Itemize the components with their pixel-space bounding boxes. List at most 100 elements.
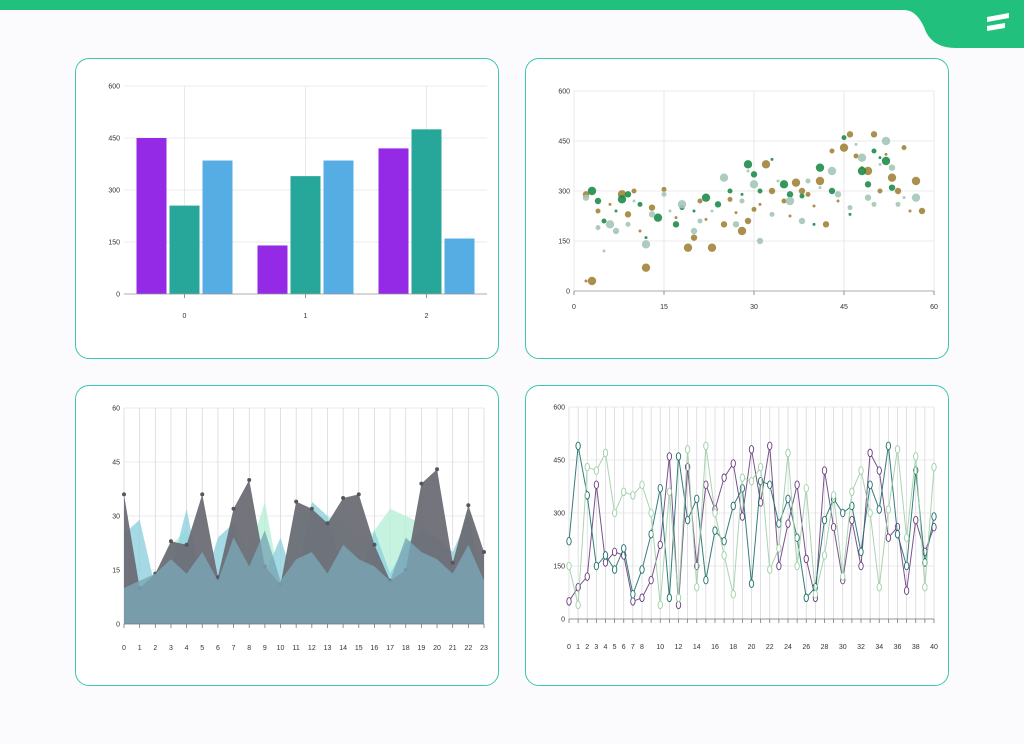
bar	[202, 160, 233, 294]
x-tick-label: 10	[277, 645, 285, 652]
x-tick-label: 23	[480, 645, 488, 652]
bar	[257, 245, 288, 294]
x-tick-label: 2	[425, 313, 429, 320]
x-tick-label: 8	[640, 644, 644, 651]
scatter-point	[847, 205, 853, 211]
line-marker	[849, 487, 855, 497]
line-marker	[894, 529, 901, 539]
x-tick-label: 20	[748, 644, 756, 651]
x-tick-label: 3	[594, 644, 598, 651]
scatter-point	[746, 169, 750, 173]
x-tick-label: 28	[821, 644, 829, 651]
x-tick-label: 36	[894, 644, 902, 651]
x-tick-label: 4	[185, 645, 189, 652]
line-marker	[885, 505, 892, 514]
line-marker	[694, 582, 700, 592]
x-tick-label: 0	[572, 304, 576, 311]
line-marker	[767, 565, 773, 574]
line-marker	[785, 494, 791, 504]
area-point	[356, 492, 361, 497]
y-tick-label: 0	[566, 289, 570, 296]
scatter-point	[727, 196, 733, 202]
scatter-point	[785, 196, 795, 206]
scatter-point	[710, 209, 714, 213]
scatter-point	[836, 199, 840, 203]
scatter-point	[798, 217, 806, 225]
y-tick-label: 450	[558, 139, 570, 146]
line-marker	[922, 582, 928, 592]
y-tick-label: 150	[108, 240, 120, 247]
x-tick-label: 40	[930, 644, 938, 651]
bar	[378, 148, 409, 294]
scatter-point	[878, 162, 882, 166]
scatter-point	[739, 198, 745, 204]
x-tick-label: 60	[930, 304, 938, 311]
x-tick-label: 15	[660, 304, 668, 311]
line-marker	[712, 508, 718, 518]
line-marker	[611, 547, 618, 557]
line-marker	[794, 561, 800, 571]
scatter-point	[888, 164, 896, 171]
line-marker	[858, 466, 864, 475]
scatter-point	[799, 193, 805, 199]
line-marker	[876, 466, 882, 475]
line-marker	[867, 508, 873, 518]
x-tick-label: 20	[433, 645, 441, 652]
scatter-point	[690, 227, 698, 235]
brand-stripes-icon[interactable]	[984, 12, 1012, 34]
scatter-point	[786, 191, 794, 198]
scatter-point	[841, 135, 847, 141]
x-tick-label: 18	[402, 645, 410, 652]
line-marker	[858, 547, 864, 557]
line-marker	[767, 441, 773, 451]
line-marker	[566, 537, 572, 546]
line-marker	[931, 512, 937, 521]
scatter-point	[608, 202, 612, 206]
y-tick-label: 150	[558, 239, 570, 246]
scatter-point	[878, 156, 882, 160]
scatter-point	[854, 142, 858, 146]
y-tick-label: 0	[561, 617, 565, 624]
scatter-point	[749, 180, 759, 189]
scatter-point	[587, 276, 597, 286]
scatter-point	[770, 157, 774, 161]
area-point	[450, 560, 455, 565]
x-tick-label: 2	[585, 644, 589, 651]
x-tick-label: 7	[631, 644, 635, 651]
line-marker	[593, 466, 600, 475]
scatter-point	[714, 201, 722, 208]
area-point	[466, 503, 471, 508]
x-tick-label: 13	[324, 645, 332, 652]
scatter-point	[881, 136, 891, 146]
line-marker	[575, 441, 581, 451]
scatter-point	[827, 166, 837, 176]
area-series	[124, 530, 484, 624]
line-marker	[830, 522, 837, 532]
scatter-point	[602, 249, 606, 253]
line-marker	[621, 544, 627, 553]
scatter-point	[757, 188, 763, 194]
line-marker	[630, 597, 636, 606]
line-marker	[794, 533, 800, 542]
line-marker	[785, 519, 791, 528]
area-point	[247, 478, 252, 482]
line-marker	[639, 565, 645, 574]
scatter-point	[798, 187, 806, 195]
scatter-point	[595, 225, 601, 231]
x-tick-label: 10	[656, 644, 664, 651]
line-marker	[876, 505, 882, 514]
y-tick-label: 600	[553, 405, 565, 412]
y-tick-label: 450	[553, 458, 565, 465]
area-point	[231, 506, 236, 511]
line-marker	[684, 515, 691, 525]
x-tick-label: 9	[263, 645, 267, 652]
x-tick-label: 24	[784, 644, 792, 651]
scatter-point	[791, 178, 801, 187]
line-marker	[593, 561, 600, 571]
scatter-point	[644, 236, 648, 240]
line-marker	[903, 533, 910, 542]
area-point	[184, 542, 189, 547]
bar	[411, 129, 442, 294]
bar	[290, 176, 321, 294]
scatter-point	[707, 243, 717, 252]
